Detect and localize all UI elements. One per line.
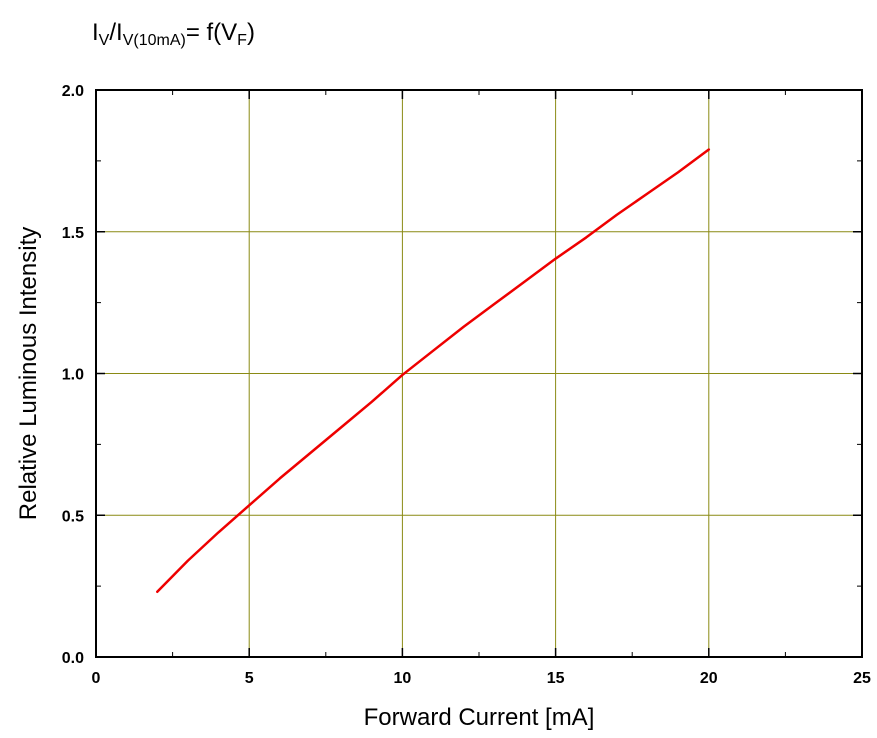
x-tick-label: 0	[92, 670, 101, 687]
y-tick-label: 2.0	[62, 83, 84, 100]
y-axis-label: Relative Luminous Intensity	[15, 227, 42, 520]
x-tick-label: 25	[853, 670, 871, 687]
plot-frame	[95, 89, 863, 658]
y-tick-label: 1.5	[62, 225, 84, 242]
y-tick-label: 0.0	[62, 650, 84, 667]
x-tick-label: 15	[547, 670, 565, 687]
title-sub-3: F	[237, 32, 247, 49]
title-sub-1: V	[99, 32, 110, 49]
tick-labels: 0 5 10 15 20 25 0.0 0.5 1.0 1.5 2.0	[62, 83, 871, 687]
series-group	[156, 148, 711, 594]
title-part-2: /I	[109, 19, 122, 46]
y-tick-label: 1.0	[62, 367, 84, 384]
y-tick-label: 0.5	[62, 508, 84, 525]
x-tick-label: 10	[394, 670, 412, 687]
title-part-4: )	[247, 19, 255, 46]
title-sub-2: V(10mA)	[123, 32, 186, 49]
x-axis-label: Forward Current [mA]	[364, 704, 595, 731]
x-tick-label: 20	[700, 670, 718, 687]
title-part-1: I	[92, 19, 99, 46]
series-line	[156, 148, 711, 594]
chart-title: IV/IV(10mA)= f(VF)	[92, 19, 255, 49]
title-part-3: = f(V	[186, 19, 237, 46]
grid	[96, 90, 862, 657]
x-tick-label: 5	[245, 670, 254, 687]
